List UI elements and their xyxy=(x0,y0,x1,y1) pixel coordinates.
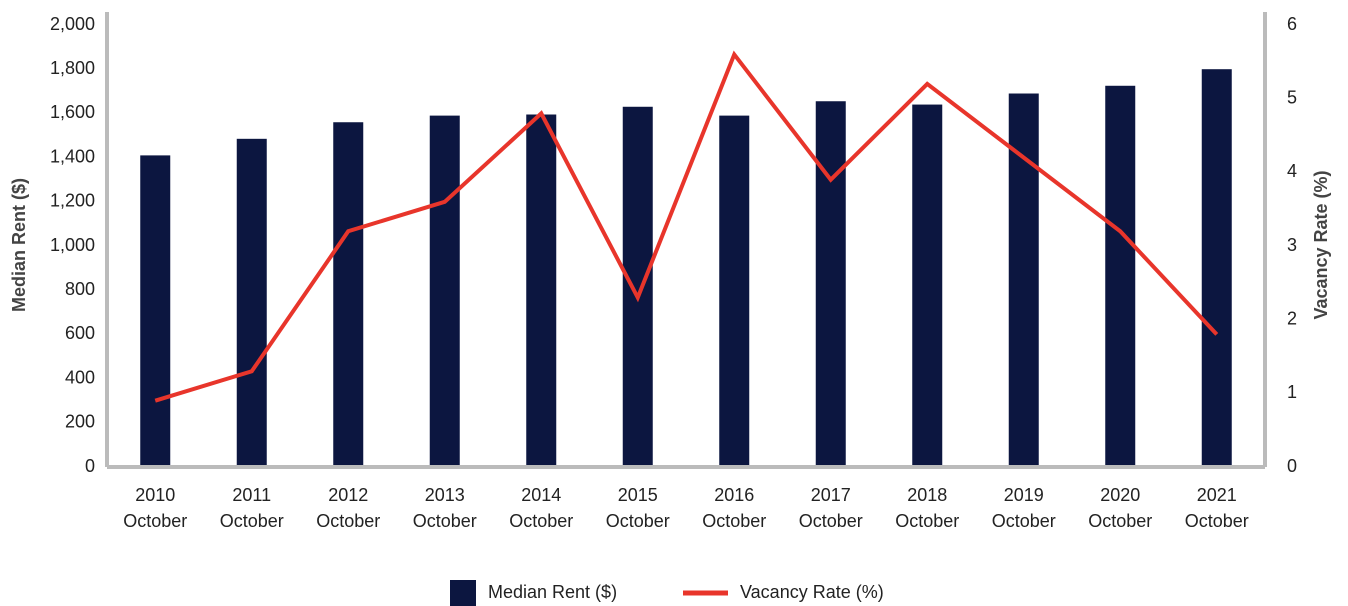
y-tick-label: 1,800 xyxy=(50,58,95,78)
y-tick-label: 800 xyxy=(65,279,95,299)
y2-tick-label: 6 xyxy=(1287,14,1297,34)
line xyxy=(154,50,1219,403)
bar xyxy=(719,115,750,468)
x-tick-label: 2016 October xyxy=(702,485,766,531)
y-tick-label: 0 xyxy=(85,456,95,476)
legend-swatch xyxy=(450,580,476,606)
bar xyxy=(333,122,364,468)
bar xyxy=(429,115,460,468)
y-tick-label: 1,400 xyxy=(50,146,95,166)
bar xyxy=(1201,69,1232,467)
y2-axis-title: Vacancy Rate (%) xyxy=(1311,170,1331,319)
y-tick-label: 1,600 xyxy=(50,102,95,122)
y2-tick-label: 2 xyxy=(1287,308,1297,328)
x-tick-label: 2012 October xyxy=(316,485,380,531)
bar xyxy=(1105,85,1136,468)
y-tick-label: 200 xyxy=(65,412,95,432)
y-tick-label: 600 xyxy=(65,323,95,343)
x-tick-label: 2010 October xyxy=(123,485,187,531)
bar xyxy=(140,155,171,467)
y-tick-label: 1,000 xyxy=(50,235,95,255)
x-tick-label: 2017 October xyxy=(799,485,863,531)
bar xyxy=(622,106,653,468)
y-tick-label: 1,200 xyxy=(50,191,95,211)
y2-tick-label: 0 xyxy=(1287,456,1297,476)
y-tick-label: 400 xyxy=(65,367,95,387)
x-tick-label: 2020 October xyxy=(1088,485,1152,531)
y2-tick-label: 1 xyxy=(1287,382,1297,402)
bar xyxy=(526,114,557,467)
x-tick-label: 2015 October xyxy=(606,485,670,531)
y-axis-title: Median Rent ($) xyxy=(9,178,29,312)
x-tick-label: 2014 October xyxy=(509,485,573,531)
y2-tick-label: 3 xyxy=(1287,235,1297,255)
legend-label: Median Rent ($) xyxy=(488,582,617,602)
x-tick-label: 2018 October xyxy=(895,485,959,531)
y-tick-label: 2,000 xyxy=(50,14,95,34)
x-tick-label: 2013 October xyxy=(413,485,477,531)
bar xyxy=(815,101,846,468)
x-tick-label: 2019 October xyxy=(992,485,1056,531)
bar xyxy=(236,138,267,467)
x-tick-label: 2011 October xyxy=(220,485,284,531)
bar xyxy=(912,104,943,467)
y2-tick-label: 5 xyxy=(1287,87,1297,107)
y2-tick-label: 4 xyxy=(1287,161,1297,181)
x-tick-label: 2021 October xyxy=(1185,485,1249,531)
legend-label: Vacancy Rate (%) xyxy=(740,582,884,602)
